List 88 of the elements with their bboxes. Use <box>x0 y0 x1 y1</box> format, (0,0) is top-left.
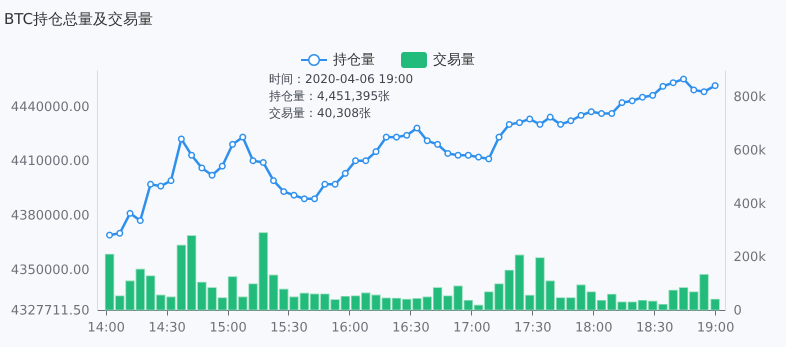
x-tick-label: 18:00 <box>574 320 612 336</box>
y2-tick-label: 0 <box>734 304 742 318</box>
point <box>393 134 400 141</box>
y2-tick-label: 800k <box>734 90 766 106</box>
point <box>178 135 185 142</box>
point <box>712 82 719 90</box>
point <box>147 180 154 188</box>
point <box>208 172 216 179</box>
point <box>116 230 124 237</box>
x-tick-label: 19:00 <box>696 320 734 336</box>
point <box>444 150 452 157</box>
x-tick-label: 17:00 <box>453 320 491 336</box>
y2-tick-label: 400k <box>734 196 766 212</box>
point <box>690 86 698 94</box>
point <box>670 79 677 86</box>
point <box>516 119 523 126</box>
point <box>506 120 513 128</box>
point <box>578 112 585 119</box>
point <box>372 148 380 156</box>
point <box>157 182 164 190</box>
point <box>567 117 574 124</box>
annotation: 持仓量：4,451,395张 <box>269 89 390 103</box>
point <box>618 99 626 106</box>
point <box>229 140 236 148</box>
chart-title: BTC持仓总量及交易量 <box>4 10 154 28</box>
point <box>608 110 616 118</box>
y2-tick-label: 200k <box>734 250 766 266</box>
x-tick-label: 14:00 <box>87 320 125 336</box>
legend-label: 持仓量 <box>333 52 375 68</box>
point <box>628 97 636 104</box>
point <box>464 152 472 159</box>
point <box>403 132 410 139</box>
point <box>557 120 564 128</box>
y-tick-label: 4380000.00 <box>10 208 90 224</box>
point <box>321 180 328 188</box>
y-tick-label: 4350000.00 <box>10 263 90 278</box>
point <box>526 116 534 122</box>
point <box>239 134 246 141</box>
y-tick-label: 4327711.50 <box>10 304 90 318</box>
point <box>659 82 666 90</box>
annotation: 时间：2020-04-06 19:00 <box>269 72 414 86</box>
point <box>649 92 656 99</box>
point <box>382 134 390 141</box>
point <box>218 162 226 170</box>
y-tick-label: 4410000.00 <box>10 154 90 170</box>
point <box>198 164 206 172</box>
point <box>413 124 420 132</box>
point <box>311 195 318 202</box>
point <box>638 94 646 101</box>
point <box>485 155 492 162</box>
legend-label: 交易量 <box>433 52 475 68</box>
point <box>434 140 442 148</box>
point <box>700 88 708 96</box>
bar <box>710 298 720 310</box>
point <box>332 180 339 188</box>
point <box>290 192 298 199</box>
point <box>496 134 502 141</box>
point <box>424 137 431 144</box>
point <box>475 154 482 161</box>
point <box>280 188 288 196</box>
x-tick-label: 15:00 <box>209 320 247 336</box>
x-tick-label: 16:30 <box>392 320 430 336</box>
point <box>136 217 144 224</box>
x-tick-label: 16:00 <box>331 320 369 336</box>
x-tick-label: 15:30 <box>270 320 308 336</box>
point <box>188 152 196 159</box>
point <box>260 159 267 166</box>
point <box>270 177 277 184</box>
y2-tick-label: 600k <box>734 144 766 158</box>
point <box>454 152 462 159</box>
point <box>106 232 114 239</box>
point <box>588 108 595 116</box>
point <box>352 157 360 164</box>
point <box>300 195 308 202</box>
point <box>126 210 134 217</box>
point <box>362 157 370 164</box>
point <box>168 177 174 184</box>
y-tick-label: 4440000.00 <box>10 100 90 115</box>
point <box>536 120 544 128</box>
point <box>342 170 349 177</box>
point <box>546 114 554 121</box>
point <box>598 110 606 118</box>
point <box>250 157 257 164</box>
x-tick-label: 18:30 <box>636 320 674 336</box>
annotation: 交易量：40,308张 <box>269 106 371 120</box>
x-tick-label: 14:30 <box>148 320 186 336</box>
x-tick-label: 17:30 <box>514 320 552 336</box>
point <box>680 76 688 83</box>
